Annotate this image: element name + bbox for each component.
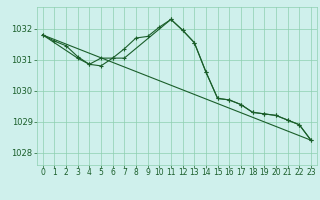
Text: Graphe pression niveau de la mer (hPa): Graphe pression niveau de la mer (hPa) xyxy=(65,184,255,193)
